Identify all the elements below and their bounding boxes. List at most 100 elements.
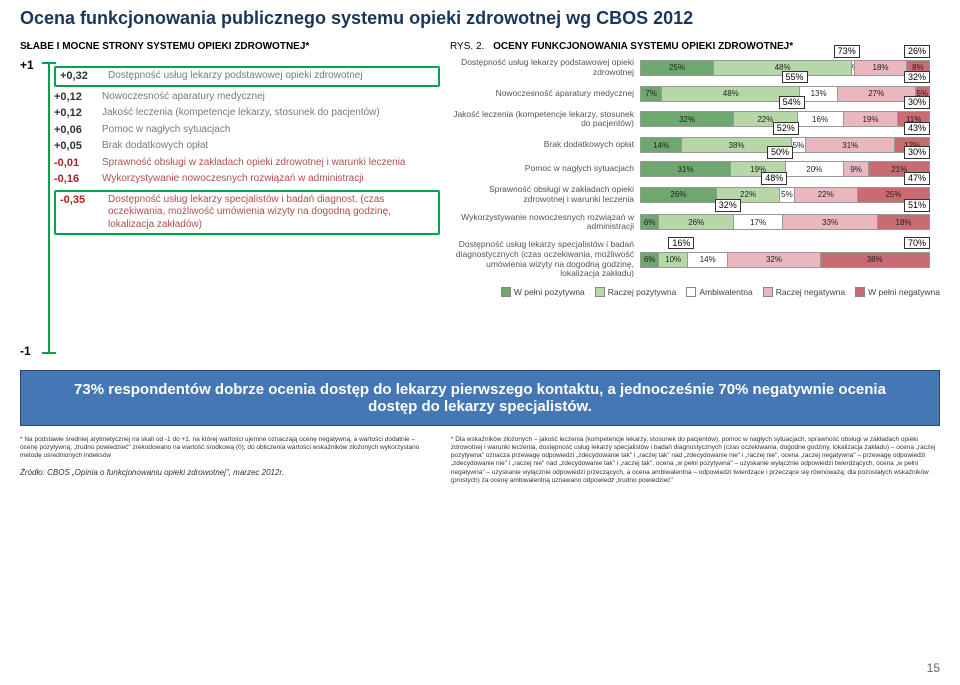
right-chart-row: Pomoc w nagłych sytuacjach31%19%20%9%21%… [450, 161, 940, 177]
right-label: Wykorzystywanie nowoczesnych rozwiązań w… [450, 213, 640, 233]
right-chart-row: Dostępność usług lekarzy podstawowej opi… [450, 58, 940, 78]
axis-cap [42, 352, 56, 354]
annotation-positive: 32% [715, 199, 741, 212]
right-label: Sprawność obsługi w zakładach opieki zdr… [450, 185, 640, 205]
annotation-negative: 30% [904, 146, 930, 159]
bar-segment: 32% [727, 253, 819, 267]
right-label: Dostępność usług lekarzy specjalistów i … [450, 240, 640, 279]
annotation-positive: 50% [767, 146, 793, 159]
rys-label: RYS. 2. [450, 41, 484, 52]
legend-label: Raczej negatywna [776, 287, 845, 297]
legend-item: W pełni negatywna [855, 287, 940, 297]
bar-segment: 14% [687, 253, 727, 267]
right-chart-row: Jakość leczenia (kompetencje lekarzy, st… [450, 110, 940, 130]
annotation-negative: 43% [904, 122, 930, 135]
left-value: +0,12 [54, 91, 102, 103]
bar-segment: 7% [641, 87, 661, 101]
left-chart: +1 -1 +0,32Dostępność usług lekarzy pods… [20, 58, 440, 358]
annotation-negative: 32% [904, 71, 930, 84]
bar-segment: 10% [658, 253, 687, 267]
left-text: Nowoczesność aparatury medycznej [102, 91, 265, 104]
bar-segment: 19% [843, 112, 898, 126]
right-label: Pomoc w nagłych sytuacjach [450, 164, 640, 174]
axis-bottom: -1 [20, 344, 31, 358]
bar-segment: 18% [877, 215, 929, 229]
annotation-positive: 48% [761, 172, 787, 185]
legend-swatch [686, 287, 696, 297]
bar-wrap: 26%22%5%22%25%48%47% [640, 187, 930, 203]
footnotes: * Na podstawie średniej arytmetycznej na… [20, 436, 940, 485]
legend-swatch [501, 287, 511, 297]
bar-wrap: 6%26%17%33%18%32%51% [640, 214, 930, 230]
bar-segment: 31% [805, 138, 894, 152]
right-label: Brak dodatkowych opłat [450, 140, 640, 150]
bar-segment: 6% [641, 215, 658, 229]
left-chart-row: +0,06Pomoc w nagłych sytuacjach [54, 124, 440, 137]
left-chart-row: +0,32Dostępność usług lekarzy podstawowe… [54, 66, 440, 87]
source: Źródło: CBOS „Opinia o funkcjonowaniu op… [20, 468, 431, 478]
right-chart-row: Brak dodatkowych opłat14%38%5%31%12%52%4… [450, 137, 940, 153]
right-label: Dostępność usług lekarzy podstawowej opi… [450, 58, 640, 78]
annotation-positive: 16% [668, 237, 694, 250]
left-text: Brak dodatkowych opłat [102, 140, 208, 153]
bar-segment: 38% [820, 253, 929, 267]
bar-segment: 16% [797, 112, 843, 126]
content: SŁABE I MOCNE STRONY SYSTEMU OPIEKI ZDRO… [20, 41, 940, 358]
bar-segment: 26% [641, 188, 716, 202]
legend-label: W pełni pozytywna [514, 287, 585, 297]
bar-segment: 25% [641, 61, 713, 75]
annotation-negative: 47% [904, 172, 930, 185]
right-chart-row: Sprawność obsługi w zakładach opieki zdr… [450, 185, 940, 205]
left-value: -0,01 [54, 157, 102, 169]
legend-item: Ambiwalentna [686, 287, 752, 297]
footnote-right: * Dla wskaźników złożonych – jakość lecz… [451, 436, 940, 485]
stacked-bar: 26%22%5%22%25% [640, 187, 930, 203]
bar-segment: 22% [794, 188, 857, 202]
bar-segment: 14% [641, 138, 681, 152]
bar-segment: 31% [641, 162, 730, 176]
left-value: +0,32 [60, 70, 108, 82]
left-text: Dostępność usług lekarzy specjalistów i … [108, 194, 434, 232]
right-chart-row: Dostępność usług lekarzy specjalistów i … [450, 240, 940, 279]
right-chart-row: Nowoczesność aparatury medycznej7%48%13%… [450, 86, 940, 102]
left-chart-row: -0,35Dostępność usług lekarzy specjalist… [54, 190, 440, 236]
right-heading: RYS. 2. OCENY FUNKCJONOWANIA SYSTEMU OPI… [450, 41, 940, 52]
footnote-left: * Na podstawie średniej arytmetycznej na… [20, 436, 431, 460]
legend-item: W pełni pozytywna [501, 287, 585, 297]
left-text: Dostępność usług lekarzy podstawowej opi… [108, 70, 363, 83]
annotation-positive: 73% [834, 45, 860, 58]
legend-item: Raczej pozytywna [595, 287, 677, 297]
left-chart-row: +0,12Nowoczesność aparatury medycznej [54, 91, 440, 104]
right-label: Nowoczesność aparatury medycznej [450, 89, 640, 99]
legend-label: Raczej pozytywna [608, 287, 677, 297]
legend-swatch [595, 287, 605, 297]
stacked-bar: 6%26%17%33%18% [640, 214, 930, 230]
left-chart-row: +0,12Jakość leczenia (kompetencje lekarz… [54, 107, 440, 120]
axis-top: +1 [20, 58, 34, 72]
legend-label: Ambiwalentna [699, 287, 752, 297]
annotation-negative: 30% [904, 96, 930, 109]
annotation-negative: 70% [904, 237, 930, 250]
page-number: 15 [927, 661, 940, 675]
right-chart: Dostępność usług lekarzy podstawowej opi… [450, 58, 940, 279]
right-panel: RYS. 2. OCENY FUNKCJONOWANIA SYSTEMU OPI… [450, 41, 940, 358]
legend-label: W pełni negatywna [868, 287, 940, 297]
legend-swatch [855, 287, 865, 297]
bar-segment: 9% [843, 162, 869, 176]
left-text: Pomoc w nagłych sytuacjach [102, 124, 230, 137]
legend: W pełni pozytywna Raczej pozytywna Ambiwal… [450, 287, 940, 297]
left-value: -0,35 [60, 194, 108, 206]
left-panel: SŁABE I MOCNE STRONY SYSTEMU OPIEKI ZDRO… [20, 41, 440, 358]
left-chart-row: +0,05Brak dodatkowych opłat [54, 140, 440, 153]
bar-segment: 20% [785, 162, 843, 176]
page-title: Ocena funkcjonowania publicznego systemu… [20, 8, 940, 29]
bar-segment: 26% [658, 215, 733, 229]
bar-segment: 5% [779, 188, 793, 202]
bar-segment: 6% [641, 253, 658, 267]
left-heading: SŁABE I MOCNE STRONY SYSTEMU OPIEKI ZDRO… [20, 41, 440, 52]
left-text: Sprawność obsługi w zakładach opieki zdr… [102, 157, 406, 170]
bar-segment: 33% [782, 215, 877, 229]
annotation-negative: 51% [904, 199, 930, 212]
callout: 73% respondentów dobrze ocenia dostęp do… [20, 370, 940, 426]
bar-segment: 27% [837, 87, 915, 101]
